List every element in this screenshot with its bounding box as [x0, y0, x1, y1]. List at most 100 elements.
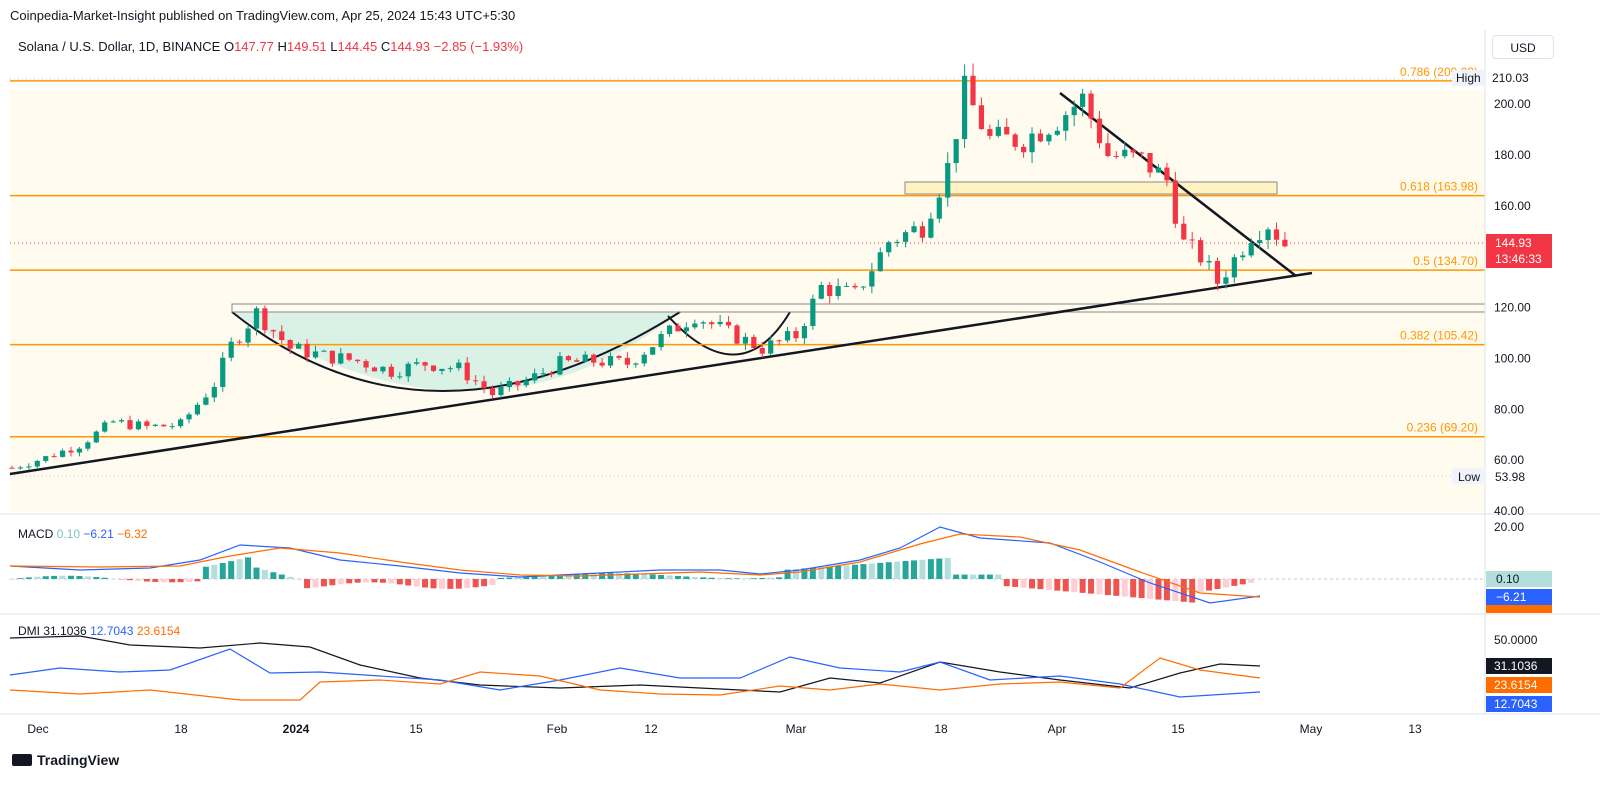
candle-body [17, 467, 24, 469]
candle-body [397, 376, 403, 378]
macd-hist-bar [523, 576, 530, 579]
macd-hist-bar [750, 578, 757, 579]
macd-hist-bar [1147, 579, 1154, 599]
macd-hist-bar [1197, 579, 1204, 593]
candle-body [237, 341, 243, 343]
macd-hist-bar [1121, 579, 1128, 597]
macd-hist-bar [860, 564, 867, 579]
macd-hist-bar [641, 573, 648, 579]
macd-hist-bar [447, 579, 454, 589]
macd-hist-bar [152, 579, 159, 582]
fib-levels: 0.786 (209.09)0.618 (163.98)0.5 (134.70)… [10, 65, 1485, 438]
candle-body [127, 420, 133, 430]
candle-body [532, 373, 538, 381]
low-tag-value: 53.98 [1495, 470, 1525, 484]
macd-hist-bar [902, 560, 909, 579]
candle-body [776, 340, 782, 342]
candle-body [422, 362, 428, 366]
macd-hist-bar [270, 572, 277, 579]
macd-badge-macd-bg [1486, 589, 1552, 605]
fib-label: 0.5 (134.70) [1413, 254, 1478, 268]
macd-hist-bar [42, 576, 49, 579]
candle-body [751, 336, 757, 348]
candle-body [152, 424, 158, 426]
macd-hist-bar [396, 579, 403, 585]
candle-body [473, 380, 479, 382]
resistance-box [904, 181, 1278, 195]
low-label: L [330, 39, 338, 54]
candle-body [827, 284, 833, 297]
candle-body [599, 362, 605, 366]
time-tick-label: May [1300, 722, 1323, 736]
candle-body [245, 328, 251, 343]
candle-body [363, 361, 369, 368]
macd-hist-bar [430, 579, 437, 589]
macd-hist-bar [1239, 579, 1246, 585]
macd-hist-bar [1206, 579, 1213, 591]
cup-curve [231, 311, 681, 392]
low-tag-label: Low [1458, 470, 1480, 484]
candle-body [911, 226, 917, 233]
macd-hist-bar [801, 568, 808, 579]
macd-hist-bar [700, 577, 707, 579]
high-value: 149.51 [286, 39, 327, 54]
candle-body [683, 327, 689, 332]
macd-hist-bar [944, 557, 951, 579]
candle-body [978, 105, 985, 130]
macd-hist-bar [852, 564, 858, 579]
macd-hist-bar [1062, 579, 1069, 592]
macd-line [9, 526, 1261, 604]
macd-hist-bar [211, 564, 218, 579]
candle-body [414, 362, 420, 364]
candle-body [810, 298, 816, 326]
macd-hist-bar [666, 575, 673, 579]
candle-body [1214, 260, 1221, 284]
candle-body [1206, 260, 1212, 263]
candle-body [793, 331, 799, 339]
macd-hist-bar [1104, 579, 1111, 596]
candle-body [1139, 152, 1145, 154]
macd-hist-bar [894, 561, 901, 579]
candle-body [902, 232, 909, 242]
macd-badge-macd: −6.21 [1496, 590, 1527, 604]
macd-hist-bar [919, 559, 926, 579]
candle-body [85, 442, 91, 449]
macd-hist-bar [658, 574, 665, 579]
candle-body [548, 373, 555, 375]
macd-hist-value: 0.10 [56, 527, 81, 541]
candle-body [220, 357, 226, 387]
candle-body [658, 334, 664, 348]
candle-body [489, 388, 496, 396]
price-pane-band [10, 90, 1485, 512]
candle-body [995, 126, 1001, 136]
macd-hist-bar [868, 563, 875, 579]
macd-hist-bar [986, 574, 993, 579]
macd-hist-bar [169, 579, 176, 583]
candle-body [456, 362, 462, 369]
macd-hist-bar [1037, 579, 1044, 590]
macd-hist-bar [1248, 579, 1255, 583]
macd-hist-bar [202, 566, 209, 579]
candle-body [76, 448, 83, 453]
time-tick-label: 18 [174, 722, 188, 736]
macd-hist-bar [455, 579, 462, 589]
candle-body [59, 450, 66, 457]
currency-button[interactable]: USD [1492, 35, 1554, 59]
candle-body [1021, 146, 1027, 153]
candle-body [666, 325, 673, 335]
macd-histogram [9, 557, 1255, 603]
candle-body [936, 197, 942, 219]
dmi-badge-minus: 23.6154 [1494, 678, 1538, 692]
macd-hist-bar [228, 561, 235, 579]
candle-body [1012, 134, 1018, 147]
macd-hist-bar [127, 579, 134, 581]
candle-body [1172, 180, 1178, 224]
macd-hist-bar [674, 575, 681, 579]
candle-body [1240, 255, 1246, 258]
macd-hist-bar [160, 579, 167, 583]
candle-body [894, 241, 900, 243]
macd-hist-bar [531, 576, 538, 579]
candle-body [211, 386, 217, 398]
candle-body [945, 163, 951, 198]
